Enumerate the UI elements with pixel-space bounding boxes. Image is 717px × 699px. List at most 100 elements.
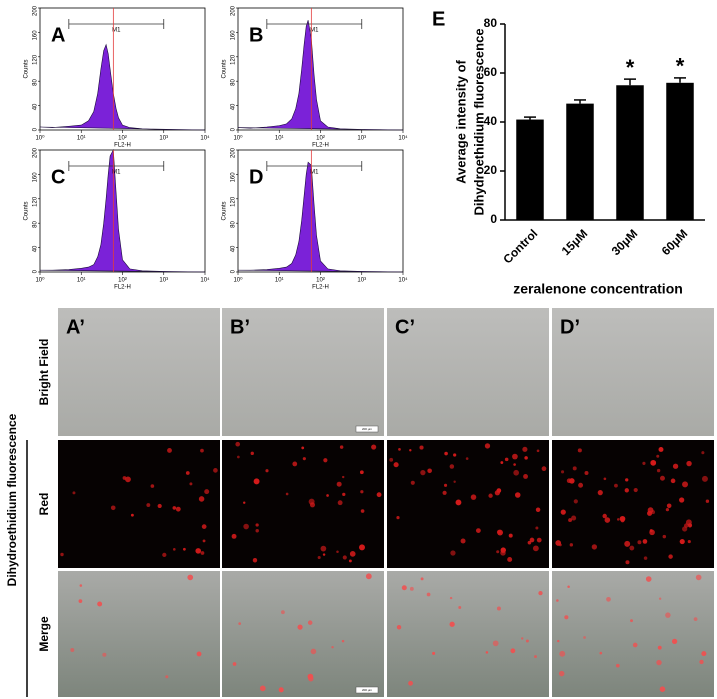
cell: [559, 650, 566, 657]
panel-letter: B: [249, 24, 263, 46]
cell: [419, 445, 424, 450]
plot-frame: [237, 7, 404, 131]
scale-bar-label: 200 μm: [362, 688, 373, 692]
y-tick-label: 160: [231, 172, 237, 183]
cell: [514, 492, 521, 498]
cell: [504, 457, 509, 462]
cell: [187, 574, 194, 581]
cell: [458, 606, 462, 609]
x-tick-label: 60μM: [659, 226, 691, 258]
cell: [687, 540, 691, 544]
cell: [642, 461, 646, 465]
micrograph: [222, 308, 384, 436]
gate-label: M1: [310, 170, 319, 176]
cell: [349, 551, 356, 557]
cell: [699, 659, 704, 665]
histogram-area: [39, 43, 206, 131]
cell: [449, 596, 453, 600]
row-label: Bright Field: [37, 339, 51, 406]
cell: [602, 513, 607, 519]
y-tick-label: 120: [33, 54, 39, 65]
cell: [173, 548, 176, 551]
y-tick-label: 80: [484, 16, 498, 30]
cell: [604, 517, 611, 523]
cell: [444, 451, 448, 456]
cell: [668, 554, 673, 559]
cell: [323, 458, 328, 463]
cell: [453, 453, 457, 457]
micrograph: [58, 440, 220, 568]
cell: [492, 640, 499, 647]
cell: [337, 500, 343, 506]
cell: [398, 447, 401, 451]
cell: [200, 448, 204, 453]
y-tick-label: 80: [231, 221, 237, 228]
cell: [359, 470, 364, 475]
panel-letter: A: [51, 24, 65, 46]
x-tick-label: 10³: [159, 278, 168, 284]
cell: [336, 550, 339, 554]
y-tick-label: 160: [33, 172, 39, 183]
cell: [150, 484, 155, 488]
cell: [250, 451, 254, 456]
x-tick-label: 10¹: [275, 278, 284, 284]
cell: [682, 481, 689, 488]
cell: [238, 622, 242, 625]
y-tick-label: 200: [33, 147, 39, 158]
cell: [555, 540, 562, 546]
x-axis-label: zeralenone concentration: [513, 281, 683, 297]
x-tick-label: 10⁴: [200, 135, 210, 142]
cell: [496, 488, 502, 493]
cell: [705, 499, 710, 503]
cell: [157, 503, 162, 509]
cell: [682, 526, 688, 532]
cell: [656, 468, 661, 473]
cell: [535, 507, 541, 512]
cell: [591, 544, 598, 550]
cell: [465, 457, 469, 460]
y-tick-label: 0: [231, 269, 237, 273]
y-tick-label: 40: [231, 245, 237, 252]
cell: [376, 492, 382, 498]
plot-frame: [39, 149, 206, 273]
cell: [496, 550, 500, 554]
group-label: Dihydroethidium fluorescence: [5, 413, 19, 586]
row-label: Merge: [37, 616, 51, 652]
cell: [201, 524, 207, 529]
significance: *: [676, 54, 685, 79]
cell: [701, 451, 705, 455]
cell: [475, 528, 481, 534]
cell: [237, 455, 240, 459]
cell: [326, 494, 329, 497]
cell: [252, 558, 258, 563]
row-label: Red: [37, 493, 51, 516]
cell: [310, 648, 317, 655]
cell: [360, 509, 365, 513]
cell: [624, 488, 629, 493]
significance: *: [626, 55, 635, 80]
cell: [342, 555, 347, 560]
cell: [625, 478, 629, 482]
cell: [185, 471, 190, 475]
cell: [510, 648, 516, 654]
cell: [396, 515, 400, 520]
cell: [442, 490, 447, 495]
y-tick-label: 0: [33, 269, 39, 273]
column-label: A’: [66, 316, 85, 338]
cell: [408, 680, 414, 686]
cell: [72, 491, 76, 495]
y-axis-label: Counts: [24, 59, 30, 78]
cell: [685, 519, 692, 526]
x-tick-label: 10⁰: [35, 135, 45, 142]
cell: [484, 443, 491, 449]
cell: [617, 518, 620, 521]
cell: [265, 469, 269, 473]
cell: [253, 478, 260, 485]
cell: [243, 523, 249, 530]
cell: [231, 533, 237, 539]
cell: [672, 463, 679, 469]
cell: [450, 550, 456, 556]
cell: [614, 483, 618, 488]
